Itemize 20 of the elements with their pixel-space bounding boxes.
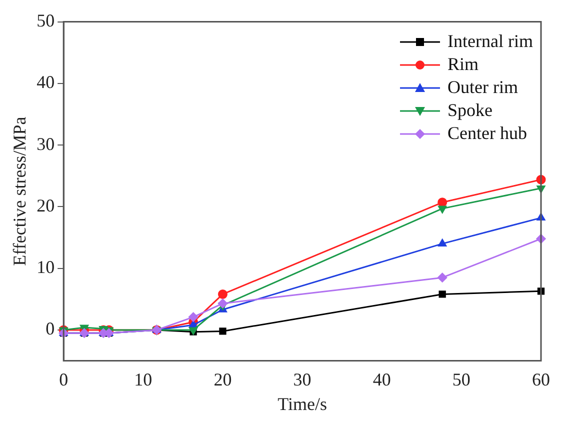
legend-label: Outer rim [448,77,518,98]
x-tick-label: 20 [214,369,232,390]
legend-label: Internal rim [448,31,533,52]
x-tick-label: 10 [134,369,152,390]
legend-label: Center hub [448,123,528,144]
x-tick-label: 60 [532,369,550,390]
y-tick-label: 10 [36,257,55,278]
legend-label: Rim [448,54,479,75]
x-tick-label: 40 [372,369,391,390]
y-tick-label: 40 [36,72,55,92]
y-tick-label: 50 [36,10,55,31]
x-tick-label: 0 [59,369,68,390]
x-tick-label: 50 [452,369,470,390]
x-tick-label: 30 [293,369,312,390]
y-axis-title: Effective stress/MPa [10,116,30,266]
y-tick-label: 20 [36,195,55,216]
legend-label: Spoke [448,100,493,121]
x-axis-title: Time/s [278,394,327,414]
y-tick-label: 0 [46,318,55,339]
y-tick-label: 30 [36,134,55,154]
